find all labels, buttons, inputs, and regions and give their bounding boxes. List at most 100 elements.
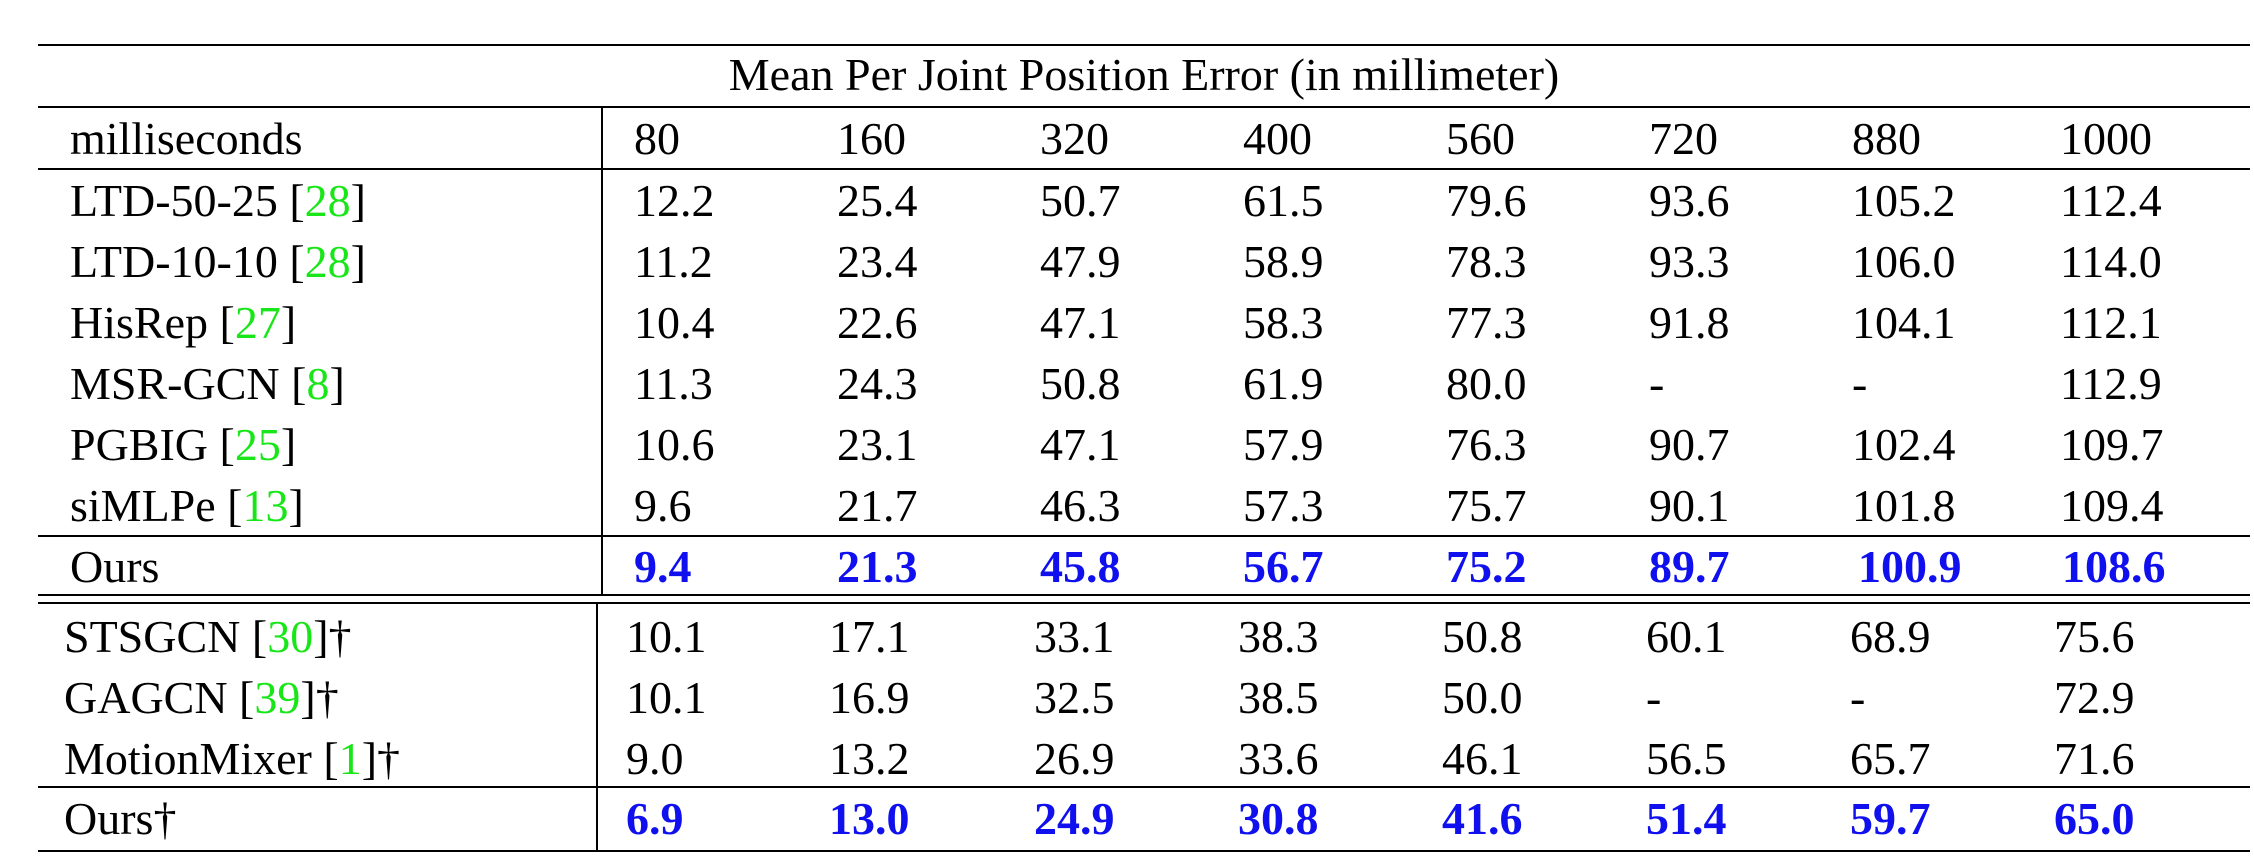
value-cell: 65.7 <box>1850 733 1931 784</box>
best-value: 13.0 <box>829 793 910 844</box>
value-cell: 50.8 <box>1442 611 1523 662</box>
column-divider-bottom <box>596 604 598 851</box>
best-value: 75.2 <box>1446 541 1527 592</box>
best-value: 65.0 <box>2054 793 2135 844</box>
method-label: GAGCN [ <box>64 672 255 723</box>
method-label-suffix: ] <box>329 358 345 409</box>
value-cell: 50.0 <box>1442 672 1523 723</box>
table-title: Mean Per Joint Position Error (in millim… <box>728 49 1560 100</box>
citation-link[interactable]: 30 <box>267 611 314 662</box>
value-cell: 68.9 <box>1850 611 1931 662</box>
value-cell: 105.2 <box>1852 175 1956 226</box>
best-value: 108.6 <box>2062 541 2166 592</box>
citation-link[interactable]: 8 <box>306 358 330 409</box>
header-col: 400 <box>1243 113 1312 164</box>
value-cell: 33.6 <box>1238 733 1319 784</box>
value-cell: - <box>1649 358 1665 409</box>
method-name: LTD-10-10 [28] <box>70 231 366 292</box>
value-cell: 112.4 <box>2060 175 2162 226</box>
value-cell: 12.2 <box>634 175 715 226</box>
citation-link[interactable]: 28 <box>304 175 351 226</box>
value-cell: 47.1 <box>1040 297 1121 348</box>
method-label-suffix: ] <box>350 175 366 226</box>
citation-link[interactable]: 13 <box>242 480 289 531</box>
method-name: Ours† <box>64 793 177 844</box>
value-cell: - <box>1852 358 1868 409</box>
header-label: milliseconds <box>70 113 303 164</box>
value-cell: 47.1 <box>1040 419 1121 470</box>
header-col: 720 <box>1649 113 1718 164</box>
method-label: LTD-10-10 [ <box>70 236 305 287</box>
value-cell: - <box>1646 672 1662 723</box>
value-cell: 58.3 <box>1243 297 1324 348</box>
value-cell: 47.9 <box>1040 236 1121 287</box>
value-cell: 23.1 <box>837 419 918 470</box>
value-cell: 10.6 <box>634 419 715 470</box>
value-cell: 106.0 <box>1852 236 1956 287</box>
best-value: 100.9 <box>1858 541 1962 592</box>
ours2-top-rule <box>38 786 2250 788</box>
header-rule <box>38 168 2250 170</box>
value-cell: 112.9 <box>2060 358 2162 409</box>
value-cell: 11.3 <box>634 358 713 409</box>
value-cell: 109.4 <box>2060 480 2164 531</box>
value-cell: 25.4 <box>837 175 918 226</box>
best-value: 89.7 <box>1649 541 1730 592</box>
value-cell: 90.1 <box>1649 480 1730 531</box>
best-value: 9.4 <box>634 541 692 592</box>
value-cell: 10.1 <box>626 611 707 662</box>
method-label: MSR-GCN [ <box>70 358 307 409</box>
citation-link[interactable]: 27 <box>234 297 281 348</box>
value-cell: 58.9 <box>1243 236 1324 287</box>
citation-link[interactable]: 28 <box>304 236 351 287</box>
method-label: LTD-50-25 [ <box>70 175 305 226</box>
method-label: PGBIG [ <box>70 419 235 470</box>
header-col: 560 <box>1446 113 1515 164</box>
method-label: MotionMixer [ <box>64 733 339 784</box>
value-cell: 9.6 <box>634 480 692 531</box>
value-cell: 93.3 <box>1649 236 1730 287</box>
value-cell: 46.1 <box>1442 733 1523 784</box>
method-label-suffix: ] <box>288 480 304 531</box>
value-cell: 56.5 <box>1646 733 1727 784</box>
header-col: 80 <box>634 113 680 164</box>
method-name: siMLPe [13] <box>70 475 304 536</box>
citation-link[interactable]: 39 <box>254 672 301 723</box>
citation-link[interactable]: 1 <box>338 733 362 784</box>
value-cell: 10.4 <box>634 297 715 348</box>
value-cell: 61.9 <box>1243 358 1324 409</box>
value-cell: 112.1 <box>2060 297 2162 348</box>
value-cell: 109.7 <box>2060 419 2164 470</box>
bottom-rule <box>38 850 2250 852</box>
value-cell: 38.3 <box>1238 611 1319 662</box>
value-cell: - <box>1850 672 1866 723</box>
value-cell: 38.5 <box>1238 672 1319 723</box>
method-label-suffix: ] <box>280 419 297 470</box>
method-label-suffix: ]† <box>313 611 352 662</box>
value-cell: 32.5 <box>1034 672 1115 723</box>
value-cell: 72.9 <box>2054 672 2135 723</box>
value-cell: 61.5 <box>1243 175 1324 226</box>
method-name: PGBIG [25] <box>70 414 296 475</box>
value-cell: 114.0 <box>2060 236 2162 287</box>
value-cell: 24.3 <box>837 358 918 409</box>
method-label-suffix: ] <box>280 297 297 348</box>
value-cell: 75.6 <box>2054 611 2135 662</box>
method-label-suffix: ] <box>350 236 366 287</box>
top-rule <box>38 44 2250 46</box>
header-col: 320 <box>1040 113 1109 164</box>
best-value: 45.8 <box>1040 541 1121 592</box>
title-rule <box>38 106 2250 108</box>
value-cell: 9.0 <box>626 733 684 784</box>
value-cell: 60.1 <box>1646 611 1727 662</box>
method-name: HisRep [27] <box>70 292 296 353</box>
value-cell: 11.2 <box>634 236 713 287</box>
value-cell: 46.3 <box>1040 480 1121 531</box>
header-col: 160 <box>837 113 906 164</box>
header-col: 880 <box>1852 113 1921 164</box>
method-name: LTD-50-25 [28] <box>70 170 366 231</box>
section-double-rule-a <box>38 594 2250 596</box>
citation-link[interactable]: 25 <box>234 419 281 470</box>
value-cell: 78.3 <box>1446 236 1527 287</box>
value-cell: 91.8 <box>1649 297 1730 348</box>
